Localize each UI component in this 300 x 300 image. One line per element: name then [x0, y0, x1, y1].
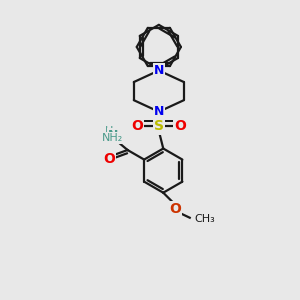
Text: N: N	[108, 129, 118, 142]
Text: N: N	[154, 64, 164, 77]
Text: H: H	[105, 126, 113, 136]
Text: O: O	[132, 119, 144, 134]
Text: S: S	[154, 119, 164, 134]
Text: O: O	[174, 119, 186, 134]
Text: O: O	[103, 152, 116, 167]
Text: N: N	[154, 105, 164, 118]
Text: O: O	[169, 202, 181, 216]
Text: CH₃: CH₃	[194, 214, 215, 224]
Text: NH₂: NH₂	[102, 133, 124, 143]
Text: H: H	[100, 134, 109, 144]
